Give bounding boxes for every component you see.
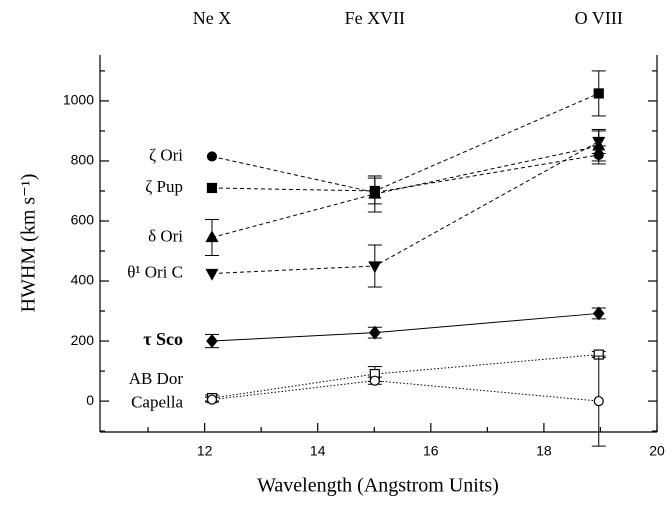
marker	[592, 136, 606, 149]
series-label: ζ Pup	[145, 177, 183, 196]
x-tick-label: 14	[310, 443, 326, 459]
series-line	[211, 92, 599, 192]
series-label: δ Ori	[148, 226, 183, 245]
series-label: τ Sco	[143, 329, 183, 349]
series-label: AB Dor	[129, 369, 184, 388]
y-tick-label: 800	[71, 152, 95, 168]
x-tick-label: 20	[649, 443, 665, 459]
y-tick-label: 600	[71, 212, 95, 228]
marker	[205, 268, 219, 281]
series-label: ζ Ori	[149, 145, 183, 164]
marker	[592, 306, 605, 321]
y-tick-label: 1000	[63, 92, 94, 108]
marker	[369, 375, 380, 386]
marker	[369, 325, 381, 340]
series-line	[211, 312, 599, 342]
marker	[368, 261, 382, 274]
marker	[368, 186, 382, 199]
series-label: θ¹ Ori C	[127, 262, 183, 281]
y-tick-label: 0	[86, 392, 94, 408]
marker	[206, 151, 218, 162]
x-axis-label: Wavelength (Angstrom Units)	[257, 475, 499, 497]
series-line	[211, 145, 599, 238]
y-axis-label: HWHM (km s⁻¹)	[18, 174, 40, 313]
top-label: O VIII	[575, 8, 623, 28]
series-label: Capella	[131, 392, 183, 411]
marker	[206, 394, 218, 405]
y-tick-label: 400	[71, 272, 95, 288]
marker	[593, 88, 604, 99]
series-line	[211, 141, 599, 275]
marker	[206, 182, 218, 194]
x-tick-label: 18	[536, 443, 552, 459]
top-label: Fe XVII	[345, 8, 406, 28]
y-tick-label: 200	[71, 332, 95, 348]
series-line	[211, 354, 599, 399]
top-label: Ne X	[193, 8, 232, 28]
x-tick-label: 12	[197, 443, 213, 459]
marker	[593, 395, 604, 407]
series-line	[211, 154, 599, 193]
series-line	[211, 380, 599, 402]
marker	[206, 334, 218, 348]
marker	[205, 230, 219, 243]
x-tick-label: 16	[423, 443, 439, 459]
